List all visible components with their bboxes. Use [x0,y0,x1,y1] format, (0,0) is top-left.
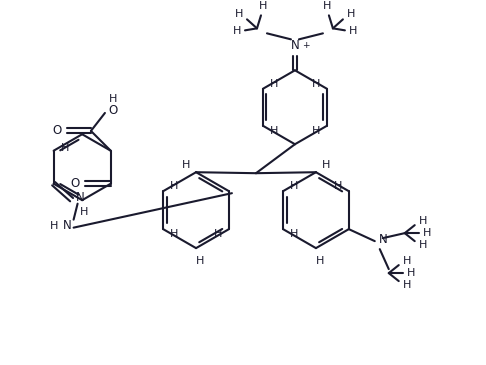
Text: H: H [418,240,427,250]
Text: H: H [233,26,241,36]
Text: N: N [291,39,299,52]
Text: H: H [182,160,190,170]
Text: H: H [290,229,298,239]
Text: O: O [52,124,62,138]
Text: H: H [170,181,178,191]
Text: H: H [80,207,88,217]
Text: H: H [422,228,431,238]
Text: H: H [270,126,278,136]
Text: H: H [322,160,330,170]
Text: N: N [63,219,72,232]
Text: H: H [196,256,204,266]
Text: N: N [379,233,387,246]
Text: H: H [407,268,415,278]
Text: H: H [316,256,324,266]
Text: H: H [270,79,278,89]
Text: H: H [348,26,357,36]
Text: H: H [418,216,427,226]
Text: O: O [70,177,79,190]
Text: H: H [402,280,411,290]
Text: H: H [323,1,331,11]
Text: H: H [347,9,355,19]
Text: H: H [235,9,243,19]
Text: H: H [214,229,222,239]
Text: H: H [312,126,320,136]
Text: H: H [109,94,117,104]
Text: H: H [170,229,178,239]
Text: H: H [290,181,298,191]
Text: O: O [108,104,118,118]
Text: +: + [302,41,310,50]
Text: H: H [60,143,69,153]
Text: N: N [76,191,85,204]
Text: H: H [312,79,320,89]
Text: H: H [402,256,411,266]
Text: H: H [259,1,267,11]
Text: H: H [50,221,58,231]
Text: H: H [333,181,342,191]
